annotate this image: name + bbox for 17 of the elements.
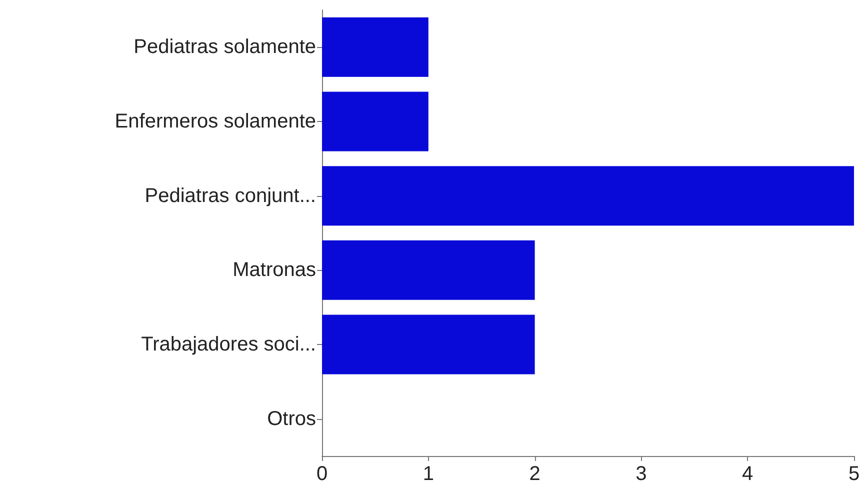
y-tick-label: Pediatras conjunt... xyxy=(144,184,316,207)
y-tick-label: Matronas xyxy=(232,259,316,282)
x-tick-label: 2 xyxy=(529,463,540,485)
x-tick-label: 4 xyxy=(742,463,754,485)
y-tick-label: Trabajadores soci... xyxy=(141,334,316,356)
x-tick-label: 3 xyxy=(636,463,647,485)
bar xyxy=(322,314,535,374)
x-tick-label: 5 xyxy=(848,463,860,485)
y-tick-label: Enfermeros solamente xyxy=(114,110,316,132)
bar xyxy=(322,166,854,226)
bar xyxy=(322,92,428,152)
y-tick-label: Pediatras solamente xyxy=(134,36,316,58)
x-tick-label: 1 xyxy=(422,463,434,485)
y-tick-label: Otros xyxy=(267,408,316,430)
x-tick-label: 0 xyxy=(316,463,328,485)
bar xyxy=(322,240,535,300)
bar xyxy=(322,17,428,77)
